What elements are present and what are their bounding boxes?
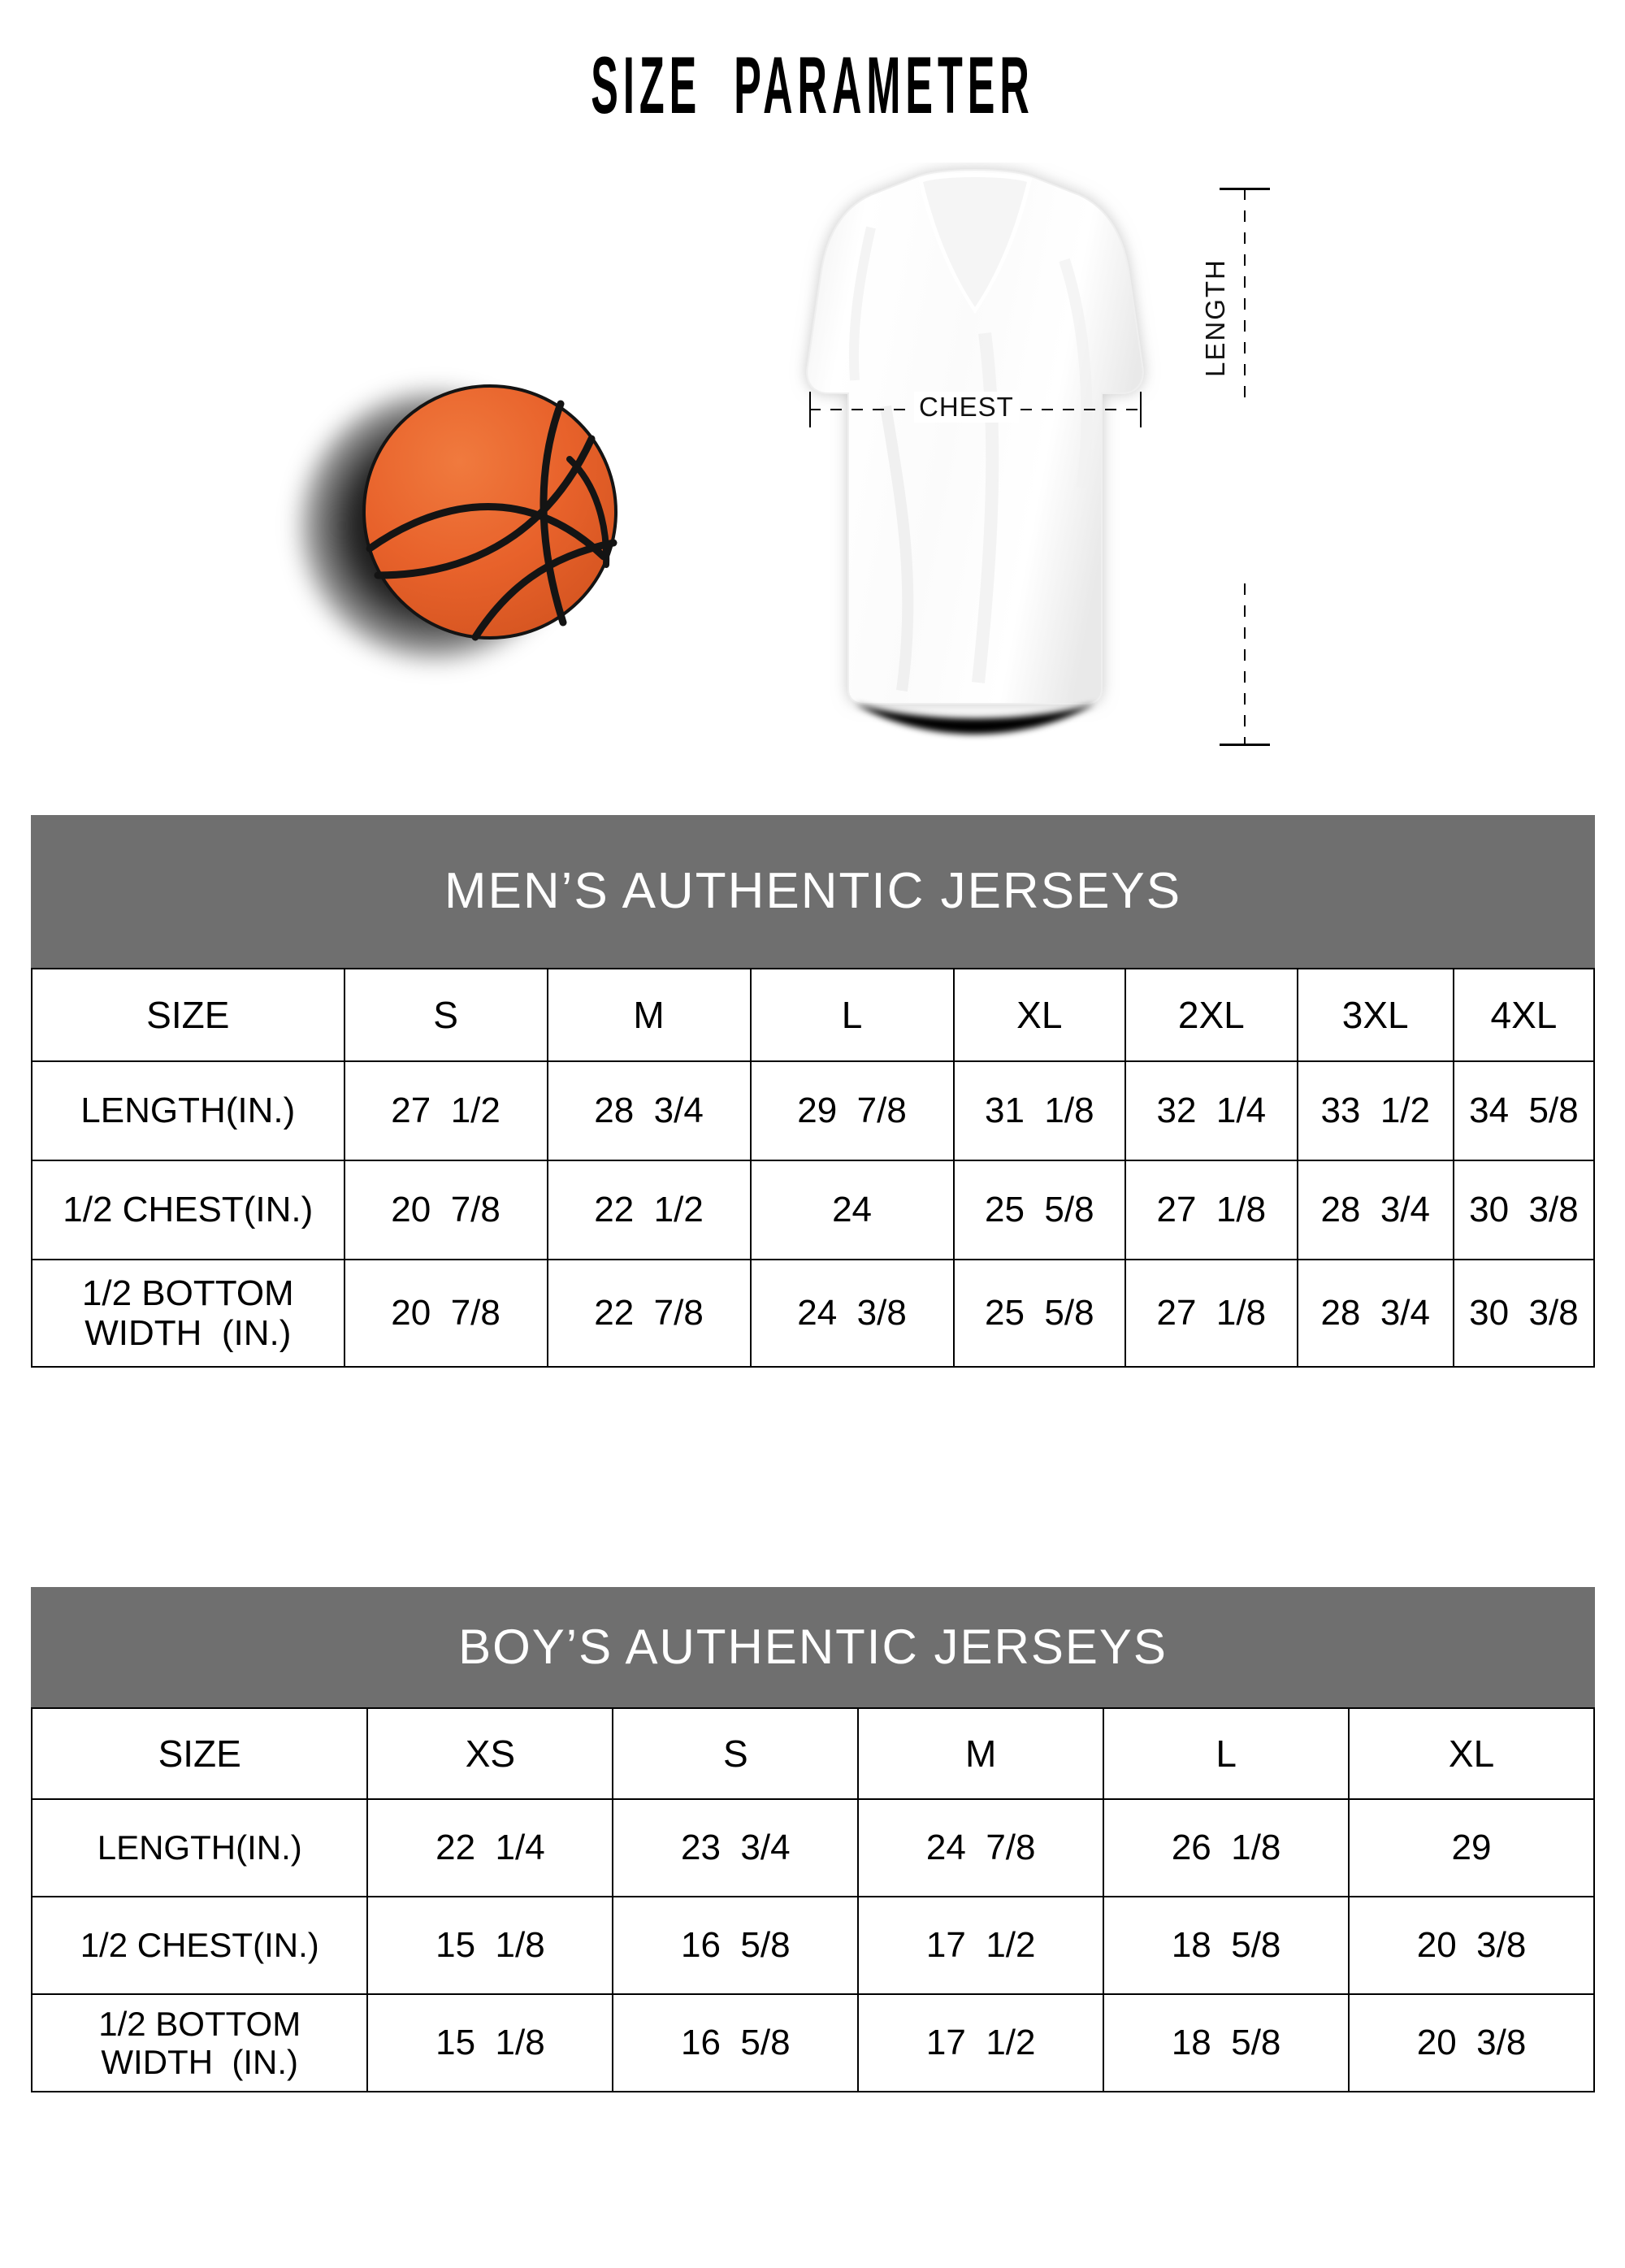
boys-row-label-bottom-width-line2: WIDTH (IN.)	[101, 2043, 299, 2081]
mens-col-header-xl: XL	[952, 968, 1127, 1062]
mens-cell-bottom-xl: 25 5/8	[952, 1259, 1127, 1368]
mens-cell-bottom-2xl: 27 1/8	[1124, 1259, 1298, 1368]
table-row: SIZE XS S M L XL	[30, 1707, 1595, 1800]
mens-cell-chest-m: 22 1/2	[546, 1160, 752, 1260]
mens-cell-length-s: 27 1/2	[343, 1060, 548, 1161]
mens-col-header-l: L	[749, 968, 955, 1062]
mens-col-header-3xl: 3XL	[1296, 968, 1454, 1062]
boys-row-label-bottom-width: 1/2 BOTTOM WIDTH (IN.)	[30, 1993, 369, 2092]
table-row: LENGTH(IN.) 22 1/4 23 3/4 24 7/8 26 1/8 …	[30, 1798, 1595, 1897]
table-row: LENGTH(IN.) 27 1/2 28 3/4 29 7/8 31 1/8 …	[31, 1060, 1596, 1161]
mens-cell-length-xl: 31 1/8	[952, 1060, 1127, 1161]
boys-row-label-length: LENGTH(IN.)	[30, 1798, 369, 1897]
boys-col-header-size: SIZE	[30, 1707, 369, 1800]
mens-cell-chest-l: 24	[749, 1160, 955, 1260]
mens-cell-chest-4xl: 30 3/8	[1452, 1160, 1596, 1260]
mens-cell-length-l: 29 7/8	[749, 1060, 955, 1161]
page-title: SIZE PARAMETER	[591, 40, 1034, 131]
boys-col-header-l: L	[1103, 1707, 1350, 1800]
mens-cell-bottom-4xl: 30 3/8	[1452, 1259, 1596, 1368]
boys-row-label-bottom-width-line1: 1/2 BOTTOM	[98, 2004, 301, 2043]
boys-cell-length-s: 23 3/4	[612, 1798, 860, 1897]
mens-row-label-bottom-width-line1: 1/2 BOTTOM	[81, 1273, 294, 1313]
mens-cell-length-2xl: 32 1/4	[1124, 1060, 1298, 1161]
boys-col-header-xl: XL	[1348, 1707, 1595, 1800]
mens-row-label-bottom-width: 1/2 BOTTOM WIDTH (IN.)	[31, 1259, 345, 1368]
boys-cell-chest-l: 18 5/8	[1103, 1896, 1350, 1995]
length-label: LENGTH	[1200, 254, 1231, 382]
boys-cell-chest-xl: 20 3/8	[1348, 1896, 1595, 1995]
mens-cell-bottom-m: 22 7/8	[546, 1259, 752, 1368]
mens-cell-chest-s: 20 7/8	[343, 1160, 548, 1260]
boys-table-banner: BOY’S AUTHENTIC JERSEYS	[31, 1587, 1595, 1707]
boys-cell-bottom-xl: 20 3/8	[1348, 1993, 1595, 2092]
mens-cell-length-3xl: 33 1/2	[1296, 1060, 1454, 1161]
boys-cell-chest-s: 16 5/8	[612, 1896, 860, 1995]
boys-cell-length-m: 24 7/8	[857, 1798, 1105, 1897]
boys-row-label-chest: 1/2 CHEST(IN.)	[30, 1896, 369, 1995]
boys-cell-bottom-xs: 15 1/8	[366, 1993, 614, 2092]
mens-col-header-m: M	[546, 968, 752, 1062]
mens-cell-bottom-s: 20 7/8	[343, 1259, 548, 1368]
chest-label: CHEST	[914, 392, 1019, 423]
boys-size-table-block: BOY’S AUTHENTIC JERSEYS SIZE XS S M L XL…	[30, 1587, 1595, 2092]
length-dimension-line-top	[1244, 189, 1246, 401]
boys-col-header-s: S	[612, 1707, 860, 1800]
mens-cell-chest-2xl: 27 1/8	[1124, 1160, 1298, 1260]
table-row: 1/2 BOTTOM WIDTH (IN.) 15 1/8 16 5/8 17 1…	[30, 1993, 1595, 2092]
mens-cell-chest-3xl: 28 3/4	[1296, 1160, 1454, 1260]
boys-cell-length-l: 26 1/8	[1103, 1798, 1350, 1897]
boys-cell-length-xs: 22 1/4	[366, 1798, 614, 1897]
illustration-band	[0, 146, 1625, 788]
basketball-icon	[362, 384, 618, 641]
mens-col-header-s: S	[343, 968, 548, 1062]
mens-col-header-size: SIZE	[31, 968, 345, 1062]
mens-cell-bottom-l: 24 3/8	[749, 1259, 955, 1368]
mens-row-label-chest: 1/2 CHEST(IN.)	[31, 1160, 345, 1260]
boys-size-table: SIZE XS S M L XL LENGTH(IN.) 22 1/4 23 3…	[30, 1707, 1595, 2092]
boys-cell-chest-xs: 15 1/8	[366, 1896, 614, 1995]
table-row: SIZE S M L XL 2XL 3XL 4XL	[31, 968, 1596, 1062]
mens-size-table: SIZE S M L XL 2XL 3XL 4XL LENGTH(IN.) 27…	[31, 968, 1596, 1368]
jersey-graphic	[780, 163, 1170, 748]
mens-row-label-length: LENGTH(IN.)	[31, 1060, 345, 1161]
mens-cell-length-m: 28 3/4	[546, 1060, 752, 1161]
boys-col-header-m: M	[857, 1707, 1105, 1800]
mens-cell-bottom-3xl: 28 3/4	[1296, 1259, 1454, 1368]
boys-cell-length-xl: 29	[1348, 1798, 1595, 1897]
mens-col-header-2xl: 2XL	[1124, 968, 1298, 1062]
boys-cell-bottom-l: 18 5/8	[1103, 1993, 1350, 2092]
mens-col-header-4xl: 4XL	[1452, 968, 1596, 1062]
boys-col-header-xs: XS	[366, 1707, 614, 1800]
mens-row-label-bottom-width-line2: WIDTH (IN.)	[84, 1313, 292, 1353]
mens-cell-length-4xl: 34 5/8	[1452, 1060, 1596, 1161]
length-dimension-line-bottom	[1244, 583, 1246, 746]
mens-size-table-block: MEN’S AUTHENTIC JERSEYS SIZE S M L XL 2X…	[31, 815, 1596, 1368]
jersey-icon	[806, 169, 1144, 735]
table-row: 1/2 BOTTOM WIDTH (IN.) 20 7/8 22 7/8 24 3…	[31, 1259, 1596, 1368]
mens-cell-chest-xl: 25 5/8	[952, 1160, 1127, 1260]
boys-cell-chest-m: 17 1/2	[857, 1896, 1105, 1995]
table-row: 1/2 CHEST(IN.) 20 7/8 22 1/2 24 25 5/8 2…	[31, 1160, 1596, 1260]
boys-cell-bottom-s: 16 5/8	[612, 1993, 860, 2092]
table-row: 1/2 CHEST(IN.) 15 1/8 16 5/8 17 1/2 18 5…	[30, 1896, 1595, 1995]
mens-table-banner: MEN’S AUTHENTIC JERSEYS	[31, 815, 1595, 968]
basketball-graphic	[301, 374, 648, 699]
boys-cell-bottom-m: 17 1/2	[857, 1993, 1105, 2092]
